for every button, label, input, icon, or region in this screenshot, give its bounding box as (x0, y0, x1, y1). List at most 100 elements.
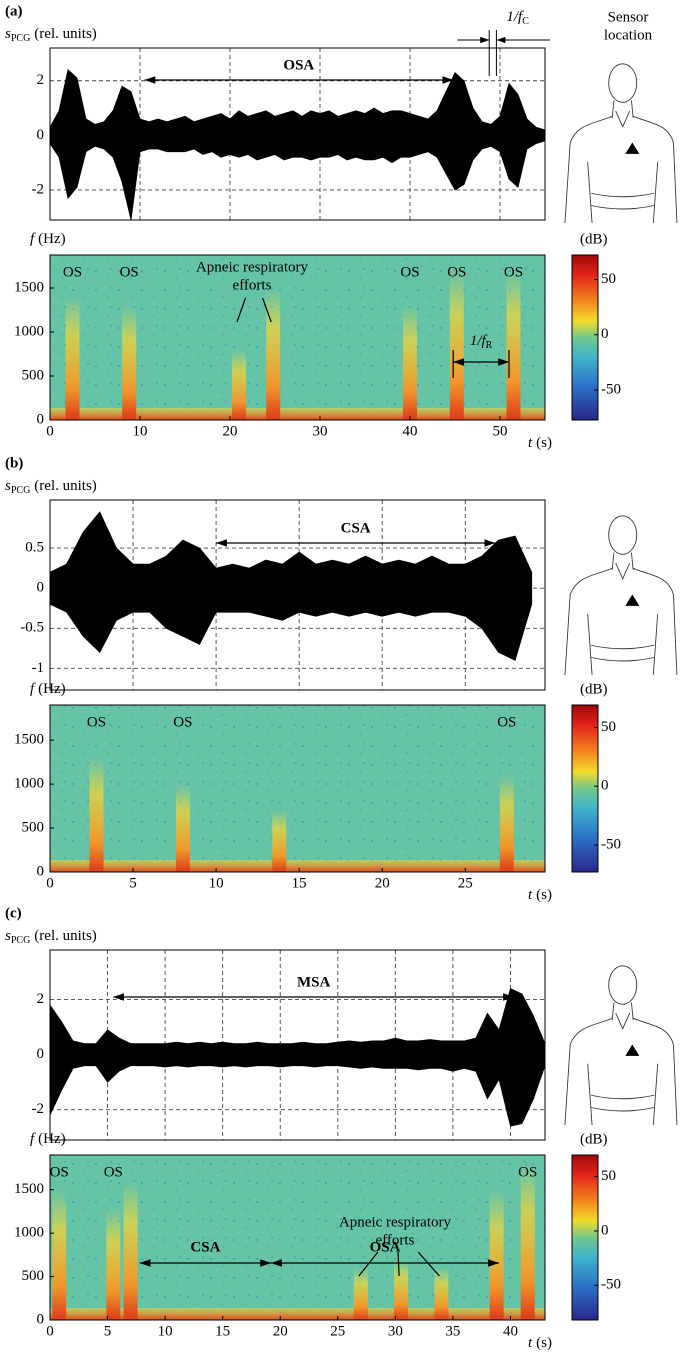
burst (232, 349, 246, 420)
burst-label: OS (120, 264, 139, 280)
burst-label: OS (504, 264, 523, 280)
burst (65, 296, 80, 420)
y-tick-label: 1000 (14, 323, 44, 339)
label-subscript: R (486, 340, 493, 351)
x-axis-label: t (s) (528, 435, 552, 451)
signal-envelope (50, 988, 545, 1127)
colorbar-label: (dB) (580, 681, 608, 697)
x-tick-label: 15 (215, 1323, 230, 1339)
y-axis-label: sPCG (rel. units) (5, 478, 97, 496)
span-label: CSA (190, 1239, 220, 1255)
colorbar (571, 704, 599, 873)
label-text: (rel. units) (34, 928, 96, 944)
burst-label: OS (63, 264, 82, 280)
y-tick-label: 2 (37, 72, 45, 88)
colorbar-label: (dB) (580, 1131, 608, 1147)
y-axis-label: f (Hz) (30, 1131, 66, 1147)
label-symbol: t (528, 435, 533, 451)
x-tick-label: 40 (403, 423, 418, 439)
period-label: 1/fC (506, 9, 529, 27)
colorbar-tick-label: 0 (601, 778, 609, 794)
burst (175, 784, 190, 872)
y-tick-label: -1 (32, 660, 45, 676)
y-tick-label: 500 (22, 367, 45, 383)
annotation-pointer (417, 1251, 440, 1277)
inset-label: location (604, 27, 653, 43)
annotation-pointer (262, 297, 272, 323)
y-tick-label: 0 (37, 127, 45, 143)
y-tick-label: -2 (32, 181, 45, 197)
burst-label: OS (400, 264, 419, 280)
burst-label: OS (518, 1164, 537, 1180)
label-text: (Hz) (38, 1131, 65, 1147)
panel-label: (b) (5, 455, 23, 471)
colorbar-tick-label: -50 (601, 1277, 621, 1293)
x-tick-label: 15 (292, 875, 307, 891)
period-label: 1/fR (470, 333, 493, 351)
burst (272, 810, 287, 872)
x-tick-label: 50 (493, 423, 508, 439)
burst-label: OS (104, 1164, 123, 1180)
label-subscript: C (522, 16, 529, 27)
colorbar-tick-label: 50 (601, 271, 616, 287)
burst-label: OS (50, 1164, 69, 1180)
sensor-body (564, 515, 678, 675)
x-tick-label: 0 (46, 875, 54, 891)
burst (89, 757, 104, 872)
burst (106, 1207, 121, 1320)
x-tick-label: 10 (133, 423, 148, 439)
plot-frame (49, 254, 546, 421)
y-tick-label: 0 (37, 1311, 45, 1327)
label-text: (s) (536, 1335, 552, 1351)
y-tick-label: 0 (37, 863, 45, 879)
y-tick-label: 500 (22, 1268, 45, 1284)
x-tick-label: 10 (158, 1323, 173, 1339)
label-subscript: PCG (11, 485, 30, 496)
y-tick-label: 1500 (14, 732, 44, 748)
x-tick-label: 25 (330, 1323, 345, 1339)
sensor-body (564, 965, 678, 1125)
burst (122, 305, 137, 420)
y-tick-label: -2 (32, 1101, 45, 1117)
annotation-text: efforts (376, 1232, 415, 1248)
span-label: OSA (283, 57, 314, 73)
label-text: (s) (536, 887, 552, 903)
label-symbol: t (528, 887, 533, 903)
x-tick-label: 10 (209, 875, 224, 891)
label-subscript: PCG (11, 33, 30, 44)
annotation-text: Apneic respiratory (196, 259, 309, 275)
annotation-pointer (358, 1251, 379, 1277)
span-label: MSA (297, 974, 331, 990)
span-label: CSA (341, 520, 371, 536)
colorbar (571, 1154, 599, 1321)
burst (499, 775, 514, 872)
y-tick-label: 0 (37, 580, 45, 596)
colorbar-tick-label: 0 (601, 1222, 609, 1238)
y-tick-label: 500 (22, 819, 45, 835)
label-symbol: 1/f (470, 333, 488, 349)
label-text: (s) (536, 435, 552, 451)
panel-label: (a) (5, 3, 23, 19)
spectrogram (50, 705, 545, 872)
x-tick-label: 20 (375, 875, 390, 891)
y-axis-label: sPCG (rel. units) (5, 928, 97, 946)
y-tick-label: 1000 (14, 1225, 44, 1241)
colorbar-tick-label: -50 (601, 836, 621, 852)
y-tick-label: 2 (37, 991, 45, 1007)
y-tick-label: 1500 (14, 1181, 44, 1197)
burst (266, 288, 281, 420)
low-frequency-band (50, 408, 545, 420)
colorbar-tick-label: 0 (601, 326, 609, 342)
label-symbol: 1/f (506, 9, 524, 25)
x-axis-label: t (s) (528, 887, 552, 903)
burst (520, 1163, 535, 1320)
plot-frame (49, 499, 546, 691)
burst (434, 1267, 449, 1320)
inset-label: Sensor (608, 9, 649, 25)
x-tick-label: 20 (223, 423, 238, 439)
colorbar-tick-label: 50 (601, 719, 616, 735)
burst (506, 270, 521, 420)
colorbar-label: (dB) (580, 231, 608, 247)
